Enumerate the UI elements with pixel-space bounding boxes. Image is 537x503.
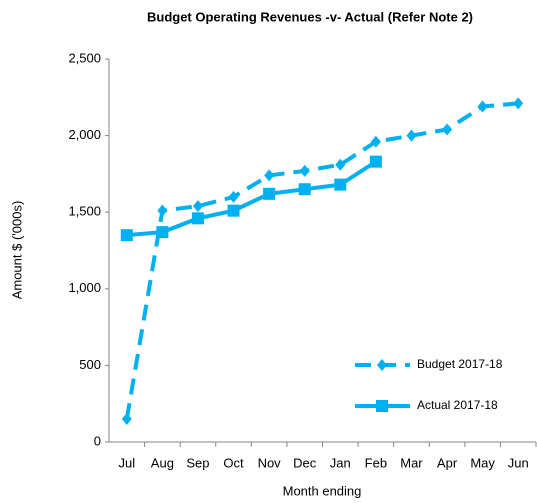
marker (263, 187, 276, 200)
marker (334, 178, 347, 191)
legend-label: Actual 2017-18 (417, 398, 498, 412)
marker (335, 158, 346, 171)
x-tick-label: Oct (223, 455, 244, 470)
y-tick-label: 1,000 (68, 280, 101, 295)
x-tick-label: Jan (330, 455, 351, 470)
y-tick-label: 500 (79, 357, 101, 372)
x-tick-label: Aug (151, 455, 174, 470)
marker (120, 229, 133, 242)
marker (227, 204, 240, 217)
marker (228, 190, 239, 203)
marker (264, 169, 275, 182)
marker (192, 200, 203, 213)
marker (299, 164, 310, 177)
y-tick-label: 2,500 (68, 50, 101, 65)
chart-title: Budget Operating Revenues -v- Actual (Re… (147, 9, 473, 24)
x-tick-label: May (470, 455, 495, 470)
marker (157, 204, 168, 217)
marker (156, 226, 169, 239)
x-tick-label: Jun (508, 455, 529, 470)
marker (406, 129, 417, 142)
marker (370, 135, 381, 148)
y-axis-label: Amount $ ('000s) (9, 201, 24, 300)
y-tick-label: 2,000 (68, 127, 101, 142)
legend-label: Budget 2017-18 (417, 357, 503, 371)
marker (369, 155, 382, 168)
x-tick-label: Sep (186, 455, 209, 470)
x-tick-label: Feb (365, 455, 387, 470)
series-line (124, 101, 519, 420)
x-tick-label: Mar (400, 455, 423, 470)
marker (121, 413, 132, 426)
x-tick-label: Nov (258, 455, 282, 470)
y-tick-label: 0 (94, 433, 101, 448)
marker (477, 100, 488, 113)
marker (191, 212, 204, 225)
x-axis-label: Month ending (283, 483, 362, 498)
x-tick-label: Apr (437, 455, 458, 470)
x-tick-label: Dec (293, 455, 317, 470)
legend-marker (377, 359, 387, 371)
marker (513, 97, 524, 110)
y-tick-label: 1,500 (68, 204, 101, 219)
legend-marker (376, 400, 388, 412)
x-tick-label: Jul (118, 455, 135, 470)
marker (442, 123, 453, 136)
series-line (126, 159, 377, 238)
marker (298, 183, 311, 196)
